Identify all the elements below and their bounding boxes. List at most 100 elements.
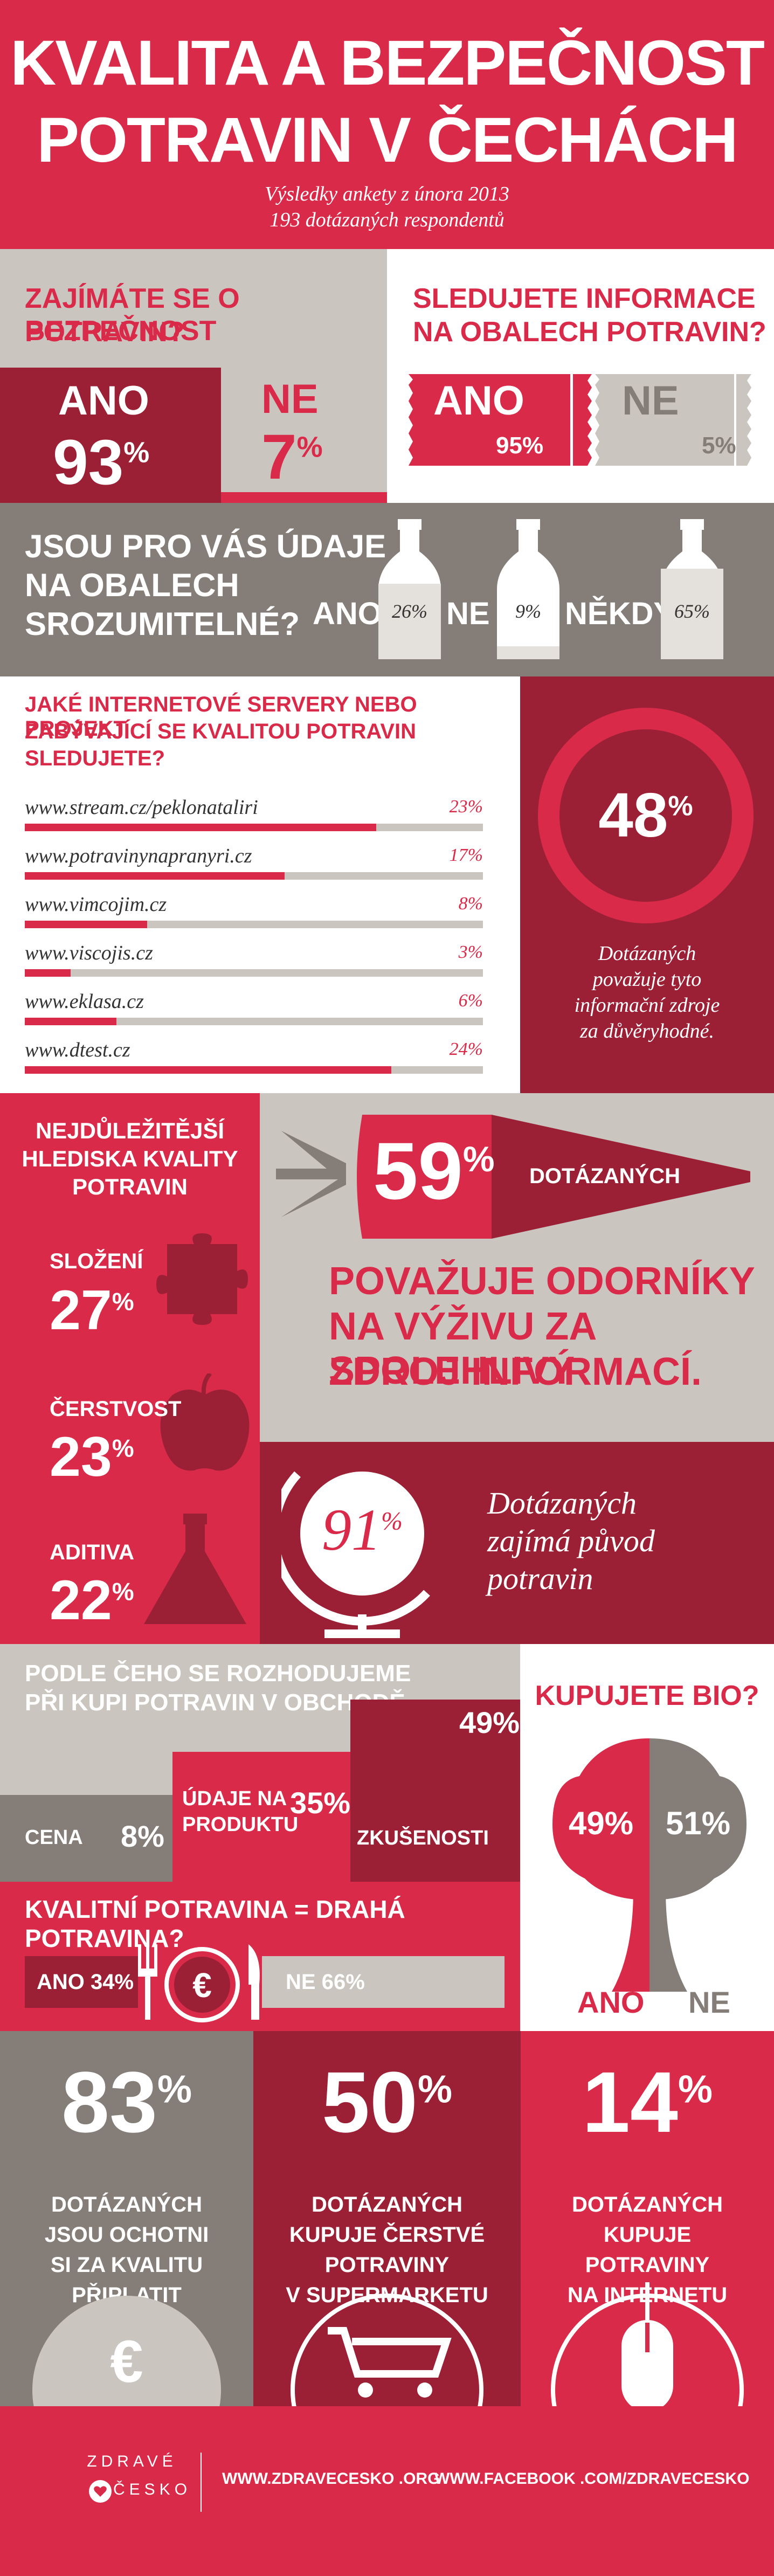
interest-yes-box: ANO 93% [0, 368, 221, 503]
title-line-1: KVALITA A BEZPEČNOST [10, 27, 765, 99]
servers-question-line3: SLEDUJETE? [25, 747, 165, 770]
labels-question-panel: SLEDUJETE INFORMACE NA OBALECH POTRAVIN?… [387, 249, 774, 503]
puzzle-icon [156, 1233, 248, 1325]
decide-bar-price: CENA 8% [0, 1795, 172, 1882]
stat-card: 50% DOTÁZANÝCH KUPUJE ČERSTVÉ POTRAVINY V SU… [253, 2031, 521, 2406]
experts-text-line3: ZDROJ INFORMACÍ. [329, 1350, 702, 1393]
bottle-icon [497, 519, 559, 659]
servers-list: www.stream.cz/peklonataliri 23% www.potrav… [25, 792, 483, 1083]
bottle-sometimes: 65% [660, 519, 724, 659]
knife-icon [248, 1944, 260, 2020]
origin-section: 91% Dotázaných zajímá původ potravin [260, 1442, 774, 1644]
quality-title-line2: HLEDISKA KVALITY [22, 1146, 238, 1171]
footer-link-facebook[interactable]: WWW.FACEBOOK .COM/ZDRAVECESKO [434, 2470, 750, 2488]
origin-value: 91% [322, 1497, 403, 1563]
decide-title-line1: PODLE ČEHO SE ROZHODUJEME [25, 1660, 411, 1687]
server-value: 3% [458, 942, 483, 962]
server-row: www.eklasa.cz 6% [25, 986, 483, 1035]
server-bar [25, 1066, 391, 1074]
decide-price-value: 8% [121, 1819, 164, 1853]
stat-text-line: KUPUJE ČERSTVÉ [289, 2223, 485, 2247]
quality-title-line3: POTRAVIN [72, 1174, 188, 1199]
decide-price-label: CENA [25, 1826, 83, 1849]
server-row: www.viscojis.cz 3% [25, 938, 483, 986]
subtitle-line-1: Výsledky ankety z února 2013 [265, 183, 509, 205]
footer: ZDRAVÉ ČESKO WWW.ZDRAVECESKO .ORG WWW.FA… [0, 2406, 774, 2576]
trust-text-line4: za důvěryhodné. [579, 1020, 715, 1042]
server-row: www.potravinynapranyri.cz 17% [25, 841, 483, 889]
bottle-icon [378, 519, 441, 659]
bio-section: KUPUJETE BIO? 49% 51% ANO NE [520, 1644, 774, 2031]
interest-no-value: 7% [261, 422, 323, 493]
interest-question-line2: POTRAVIN? [25, 316, 185, 348]
bottle-no: 9% [496, 519, 561, 659]
mouse-icon [551, 2282, 744, 2406]
stat-text-line: POTRAVINY [585, 2253, 710, 2277]
bio-no-value: 51% [665, 1805, 731, 1841]
server-bar [25, 824, 376, 831]
origin-text-line3: potravin [487, 1561, 593, 1596]
server-bar-track [25, 1018, 483, 1025]
quality-item-2-label: ČERSTVOST [50, 1397, 182, 1421]
quality-item-1-label: SLOŽENÍ [50, 1249, 143, 1273]
server-bar [25, 921, 147, 928]
understand-yes-label: ANO [313, 596, 382, 631]
stat-card: 14% DOTÁZANÝCH KUPUJE POTRAVINY NA INTERNETU [521, 2031, 774, 2406]
understand-sometimes-value: 65% [674, 600, 710, 622]
experts-text-line1: POVAŽUJE ODORNÍKY [329, 1260, 755, 1303]
server-value: 23% [449, 797, 483, 817]
decide-bar-experience: 49% ZKUŠENOSTI [350, 1700, 520, 1882]
servers-question-line1: JAKÉ INTERNETOVÉ SERVERY NEBO PROJEKT [25, 693, 417, 741]
bio-yes-value: 49% [568, 1805, 634, 1841]
carrot-bar [357, 1115, 750, 1239]
svg-text:€: € [110, 2329, 143, 2395]
stat-text-line: JSOU OCHOTNI [44, 2223, 209, 2247]
decide-title-line2: PŘI KUPI POTRAVIN V OBCHODĚ [25, 1689, 405, 1716]
origin-text-line2: zajímá původ [487, 1523, 655, 1558]
server-bar [25, 872, 285, 880]
server-value: 8% [458, 894, 483, 914]
title-line-2: POTRAVIN V ČECHÁCH [37, 105, 738, 176]
globe-icon [281, 1471, 430, 1638]
understand-question-line1: JSOU PRO VÁS ÚDAJE [25, 528, 386, 564]
footer-link-website[interactable]: WWW.ZDRAVECESKO .ORG [222, 2470, 440, 2488]
interest-no-label: NE [261, 376, 319, 422]
understand-section: JSOU PRO VÁS ÚDAJE NA OBALECH SROZUMITEL… [0, 503, 774, 676]
trust-text-line1: Dotázaných [598, 942, 696, 965]
price-yes-bar [25, 1956, 138, 2008]
servers-section: JAKÉ INTERNETOVÉ SERVERY NEBO PROJEKT ZA… [0, 676, 520, 1093]
labels-yes-value: 95% [496, 432, 544, 459]
understand-question-line3: SROZUMITELNÉ? [25, 606, 300, 642]
euro-icon: € [32, 2296, 221, 2406]
stat-text-line: POTRAVINY [324, 2253, 450, 2277]
labels-question-line2: NA OBALECH POTRAVIN? [413, 316, 766, 348]
bottle-icon [661, 519, 723, 659]
quality-item-3-label: ADITIVA [50, 1541, 135, 1564]
stat-text-line: KUPUJE [603, 2223, 692, 2247]
server-site: www.eklasa.cz [25, 990, 144, 1013]
quality-item-1-value: 27% [50, 1279, 134, 1342]
trust-text-line2: považuje tyto [592, 968, 702, 991]
euro-plate-icon: € [164, 1947, 240, 2022]
price-section: KVALITNÍ POTRAVINA = DRAHÁ POTRAVINA? AN… [0, 1882, 520, 2031]
bio-no-label: NE [688, 1985, 730, 2019]
svg-text:€: € [192, 1966, 212, 2005]
understand-sometimes-label: NĚKDY [565, 596, 675, 631]
server-site: www.stream.cz/peklonataliri [25, 796, 258, 819]
server-site: www.vimcojim.cz [25, 893, 167, 916]
decide-bar-product: ÚDAJE NA PRODUKTU 35% [172, 1752, 350, 1882]
understand-question-line2: NA OBALECH [25, 567, 239, 603]
server-row: www.vimcojim.cz 8% [25, 889, 483, 938]
stat-text-line: SI ZA KVALITU [50, 2253, 203, 2277]
stat-value: 50% [322, 2054, 452, 2150]
server-value: 17% [449, 845, 483, 865]
heart-icon [89, 2480, 112, 2503]
experts-suffix: DOTÁZANÝCH [529, 1164, 680, 1188]
flask-icon [144, 1514, 246, 1624]
quality-title-line1: NEJDŮLEŽITĚJŠÍ [35, 1118, 225, 1143]
interest-yes-label: ANO [58, 378, 149, 424]
interest-no-bar [221, 492, 387, 503]
logo-text-line1: ZDRAVÉ [87, 2453, 177, 2470]
wrapper-yes-icon [409, 374, 592, 466]
footer-divider [201, 2453, 202, 2512]
